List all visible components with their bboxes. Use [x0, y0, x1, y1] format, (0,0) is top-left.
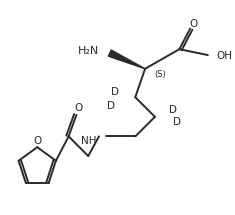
Text: O: O	[74, 103, 82, 113]
Text: D: D	[107, 101, 115, 111]
Text: D: D	[172, 117, 180, 127]
Text: O: O	[189, 19, 197, 29]
Text: H₂N: H₂N	[78, 46, 99, 56]
Text: OH: OH	[217, 51, 233, 61]
Text: (S): (S)	[154, 70, 166, 79]
Text: O: O	[33, 136, 41, 146]
Text: D: D	[111, 87, 119, 97]
Text: D: D	[168, 105, 177, 115]
Polygon shape	[108, 50, 145, 69]
Text: NH: NH	[81, 136, 96, 146]
